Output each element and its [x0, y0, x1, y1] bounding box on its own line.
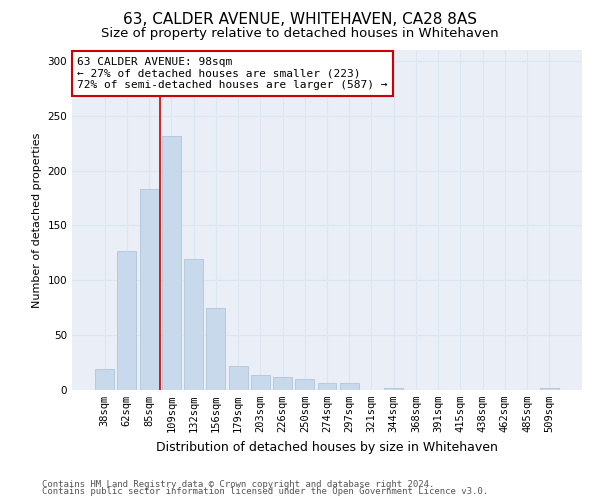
Text: Contains public sector information licensed under the Open Government Licence v3: Contains public sector information licen… [42, 487, 488, 496]
Bar [229, 366, 248, 390]
Bar [317, 384, 337, 390]
Bar [384, 388, 403, 390]
Bar [540, 388, 559, 390]
Text: 63 CALDER AVENUE: 98sqm
← 27% of detached houses are smaller (223)
72% of semi-d: 63 CALDER AVENUE: 98sqm ← 27% of detache… [77, 57, 388, 90]
Bar [184, 260, 203, 390]
Bar [118, 250, 136, 390]
Bar [273, 377, 292, 390]
Text: Contains HM Land Registry data © Crown copyright and database right 2024.: Contains HM Land Registry data © Crown c… [42, 480, 434, 489]
Y-axis label: Number of detached properties: Number of detached properties [32, 132, 42, 308]
Bar [95, 369, 114, 390]
Bar [162, 136, 181, 390]
Bar [206, 308, 225, 390]
Text: 63, CALDER AVENUE, WHITEHAVEN, CA28 8AS: 63, CALDER AVENUE, WHITEHAVEN, CA28 8AS [123, 12, 477, 28]
X-axis label: Distribution of detached houses by size in Whitehaven: Distribution of detached houses by size … [156, 440, 498, 454]
Bar [140, 190, 158, 390]
Bar [295, 379, 314, 390]
Bar [340, 384, 359, 390]
Bar [251, 374, 270, 390]
Text: Size of property relative to detached houses in Whitehaven: Size of property relative to detached ho… [101, 28, 499, 40]
